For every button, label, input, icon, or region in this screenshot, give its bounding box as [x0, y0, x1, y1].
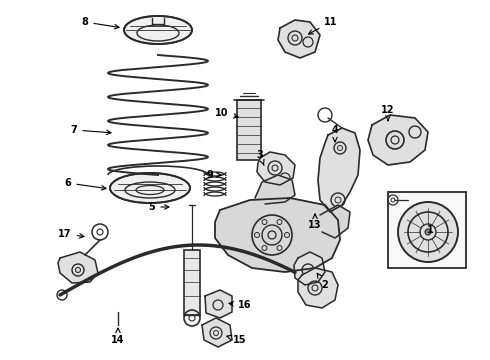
Text: 8: 8: [81, 17, 119, 29]
Polygon shape: [205, 290, 232, 318]
Bar: [237, 100, 261, 160]
Text: 1: 1: [427, 225, 433, 235]
Text: 17: 17: [58, 229, 84, 239]
Polygon shape: [58, 252, 98, 283]
Text: 7: 7: [71, 125, 111, 135]
Text: 6: 6: [65, 178, 106, 190]
Bar: [388, 192, 466, 268]
Text: 10: 10: [215, 108, 238, 118]
Polygon shape: [368, 115, 428, 165]
Bar: [184, 250, 200, 315]
Text: 15: 15: [227, 335, 247, 345]
Text: 5: 5: [148, 202, 169, 212]
Ellipse shape: [124, 16, 192, 44]
Circle shape: [398, 202, 458, 262]
Polygon shape: [278, 20, 320, 58]
Polygon shape: [294, 252, 325, 285]
Text: 13: 13: [308, 214, 322, 230]
Text: 12: 12: [381, 105, 395, 121]
Polygon shape: [298, 268, 338, 308]
Polygon shape: [215, 198, 340, 272]
Text: 3: 3: [257, 150, 264, 165]
Text: 2: 2: [317, 273, 328, 290]
Text: 11: 11: [309, 17, 338, 34]
Text: 16: 16: [229, 300, 252, 310]
Polygon shape: [255, 175, 295, 204]
Ellipse shape: [110, 173, 190, 203]
Polygon shape: [202, 318, 232, 347]
Text: 14: 14: [111, 328, 125, 345]
Polygon shape: [318, 128, 360, 212]
Text: 4: 4: [332, 125, 339, 142]
Polygon shape: [320, 205, 350, 238]
Text: 9: 9: [207, 170, 221, 180]
Polygon shape: [257, 152, 295, 185]
Circle shape: [425, 229, 431, 235]
